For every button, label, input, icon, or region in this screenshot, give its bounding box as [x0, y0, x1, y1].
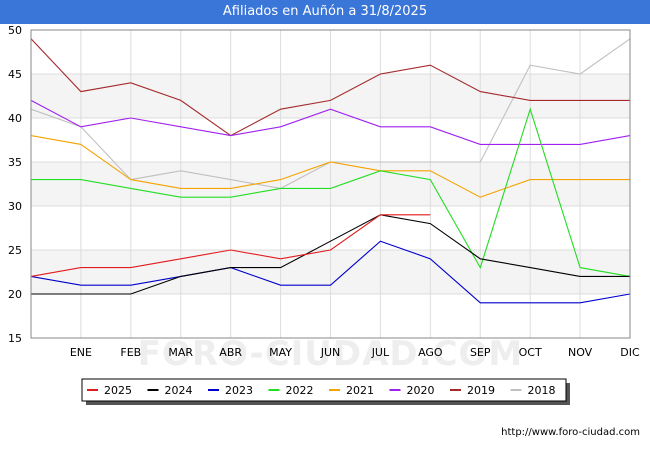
- legend: 2025 2024 2023 2022 2021 2020 2019 2018: [81, 378, 570, 405]
- legend-label-2018: 2018: [528, 384, 556, 397]
- legend-label-2022: 2022: [286, 384, 314, 397]
- y-tick-label: 35: [8, 156, 22, 169]
- series-line-2024: [31, 214, 630, 295]
- legend-label-2024: 2024: [165, 384, 193, 397]
- y-tick-label: 40: [8, 112, 22, 125]
- y-tick-label: 20: [8, 288, 22, 301]
- x-tick-label: JUN: [320, 346, 341, 359]
- x-tick-label: OCT: [519, 346, 542, 359]
- y-tick-label: 30: [8, 200, 22, 213]
- x-tick-label: NOV: [568, 346, 593, 359]
- x-tick-label: MAY: [269, 346, 292, 359]
- series-line-2023: [30, 240, 631, 304]
- legend-label-2023: 2023: [225, 384, 253, 397]
- legend-label-2021: 2021: [346, 384, 374, 397]
- legend-label-2019: 2019: [467, 384, 495, 397]
- x-tick-label: SEP: [470, 346, 491, 359]
- series-line-2019: [30, 38, 630, 137]
- watermark-text: FORO-CIUDAD.COM: [138, 334, 524, 374]
- y-tick-label: 25: [8, 244, 22, 257]
- x-tick-label: ABR: [219, 346, 242, 359]
- legend-box: [81, 378, 567, 402]
- y-tick-label: 50: [8, 24, 22, 37]
- x-tick-label: AGO: [418, 346, 443, 359]
- x-tick-label: DIC: [620, 346, 640, 359]
- series-line-2021: [30, 135, 630, 198]
- plot-border: [30, 29, 631, 339]
- series-line-2022: [31, 107, 631, 277]
- series-line-2025: [30, 214, 431, 277]
- axes: 15 20 25 30 35 40 45 50 ENE FEB MAR ABR MAY JUN JUL AGO…: [8, 24, 640, 359]
- legend-label-2020: 2020: [407, 384, 435, 397]
- y-tick-label: 15: [8, 332, 22, 345]
- series-lines: [30, 38, 631, 304]
- series-line-2020: [30, 99, 631, 145]
- x-tick-label: FEB: [120, 346, 141, 359]
- x-tick-label: MAR: [168, 346, 193, 359]
- x-tick-label: ENE: [70, 346, 92, 359]
- chart-title: Afiliados en Auñón a 31/8/2025: [0, 0, 650, 24]
- source-url[interactable]: http://www.foro-ciudad.com: [501, 427, 640, 438]
- watermark: FORO-CIUDAD.COM: [138, 334, 524, 374]
- y-tick-label: 45: [8, 68, 22, 81]
- x-tick-label: JUL: [371, 346, 390, 359]
- legend-label-2025: 2025: [104, 384, 132, 397]
